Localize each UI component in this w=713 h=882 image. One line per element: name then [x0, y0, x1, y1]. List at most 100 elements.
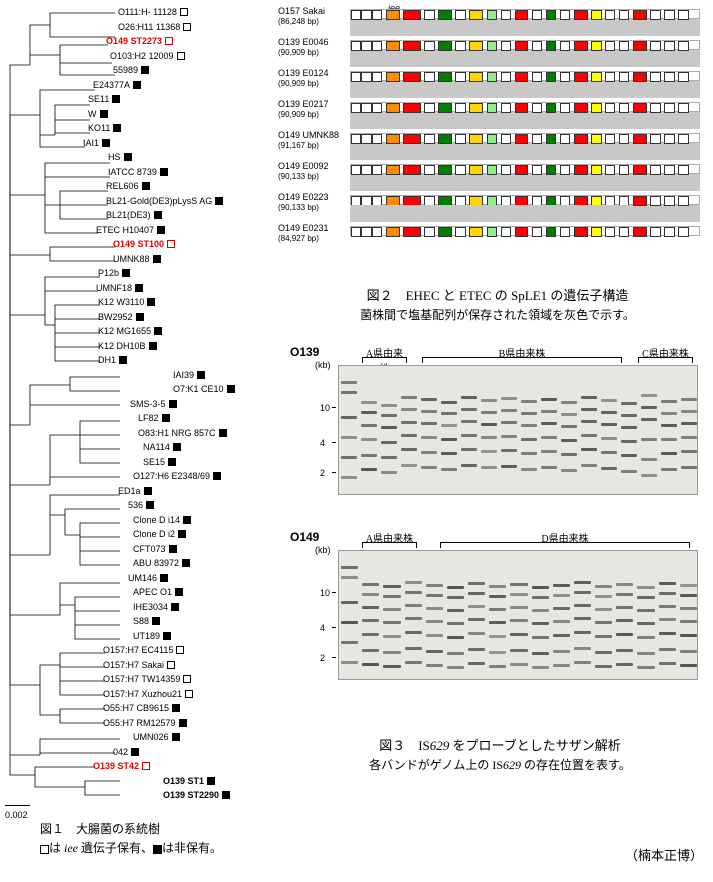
strain-row: O149 ST2273 [106, 34, 278, 49]
gene-arrow [438, 103, 452, 113]
strain-row: NA114 [143, 440, 278, 455]
filled-square-icon [147, 298, 155, 306]
gel-band [637, 636, 654, 639]
gene-arrow [619, 227, 629, 237]
strain-label: E24377A [93, 80, 130, 90]
strain-label: UMN026 [133, 732, 169, 742]
strain-row: O139 ST2290 [163, 788, 278, 803]
gene-arrow [546, 10, 556, 20]
gene-arrow [403, 165, 420, 175]
gel-band [468, 592, 485, 595]
strain-label: Clone D i14 [133, 515, 180, 525]
gene-arrow [633, 134, 647, 144]
filled-square-icon [183, 516, 191, 524]
strain-label: IHE3034 [133, 602, 168, 612]
strain-row: DH1 [98, 353, 278, 368]
strain-label: IAI39 [173, 370, 194, 380]
fig3-caption: 図３ IS629 をプローブとしたサザン解析 各バンドがゲノム上の IS629 … [300, 735, 700, 773]
size-marker-tick [332, 442, 336, 443]
gene-arrow [678, 134, 688, 144]
gel-band [553, 664, 570, 667]
gene-arrow [619, 134, 629, 144]
strain-label: SMS-3-5 [130, 399, 166, 409]
gel-bracket [422, 357, 622, 363]
gel-band [621, 470, 637, 473]
gene-arrow [361, 227, 371, 237]
gel-lane [678, 551, 699, 679]
strain-row: K12 W3110 [98, 295, 278, 310]
gel-band [661, 400, 677, 403]
strain-label: O83:H1 NRG 857C [138, 428, 216, 438]
strain-row: UMN026 [133, 730, 278, 745]
gene-arrow [633, 196, 647, 206]
gel-band [574, 591, 591, 594]
gene-arrow [438, 41, 452, 51]
gene-arrow [605, 134, 615, 144]
gene-arrow [386, 41, 400, 51]
gene-arrow [501, 10, 511, 20]
gel-band [681, 466, 697, 469]
strain-row: BL21(DE3) [106, 208, 278, 223]
gene-strain-label: O139 E0124(90,909 bp) [278, 69, 350, 89]
gel-lane [403, 551, 424, 679]
gel-band [362, 583, 379, 586]
gene-arrow [678, 72, 688, 82]
strain-row: 55989 [113, 63, 278, 78]
gel-band [601, 411, 617, 414]
filled-square-icon [146, 501, 154, 509]
gel-band [341, 601, 358, 604]
gene-arrow [532, 72, 542, 82]
gene-arrow [605, 72, 615, 82]
gel-band [489, 651, 506, 654]
strain-row: O157:H7 Xuzhou21 [103, 687, 278, 702]
fig1-caption-line2: は iee 遺伝子保有、は非保有。 [40, 839, 222, 856]
gene-arrow [664, 196, 674, 206]
gene-arrow [372, 72, 382, 82]
open-marker-icon [40, 845, 49, 854]
gene-arrow [650, 72, 660, 82]
strain-row: O157:H7 TW14359 [103, 672, 278, 687]
gene-strain-label: O149 E0092(90,133 bp) [278, 162, 350, 182]
strain-row: O111:H- 11128 [118, 5, 278, 20]
gel-lane [599, 366, 619, 494]
size-marker-tick [332, 627, 336, 628]
filled-square-icon [136, 313, 144, 321]
gene-arrow [386, 72, 400, 82]
strain-label: S88 [133, 616, 149, 626]
gel-band [447, 596, 464, 599]
gene-arrow [372, 227, 382, 237]
gel-band [468, 648, 485, 651]
gel-band [401, 408, 417, 411]
strain-label: UT189 [133, 631, 160, 641]
gel-lane [614, 551, 635, 679]
gel-band [401, 396, 417, 399]
gel-band [447, 652, 464, 655]
gel-band [641, 458, 657, 461]
strain-row: O26:H11 11368 [118, 20, 278, 35]
gene-row: O149 UMNK88(91,167 bp) [278, 129, 708, 160]
strain-row: 042 [113, 745, 278, 760]
gene-arrow [546, 72, 556, 82]
strain-label: O111:H- 11128 [118, 7, 177, 17]
gel-band [553, 584, 570, 587]
gel-band [581, 464, 597, 467]
gene-arrow [678, 103, 688, 113]
filled-square-icon [171, 603, 179, 611]
gel-lane [679, 366, 699, 494]
scale-value: 0.002 [5, 810, 28, 820]
gene-arrow [469, 41, 483, 51]
gel-band [561, 413, 577, 416]
fig1-caption-line1: 図１ 大腸菌の系統樹 [40, 820, 222, 837]
filled-square-icon [100, 110, 108, 118]
strain-row: O127:H6 E2348/69 [133, 469, 278, 484]
gene-arrow [664, 72, 674, 82]
gel-band [405, 647, 422, 650]
strain-row: ETEC H10407 [96, 223, 278, 238]
filled-square-icon [112, 95, 120, 103]
gene-arrow [455, 10, 465, 20]
strain-row: E24377A [93, 78, 278, 93]
gene-track [350, 164, 700, 174]
gel-band [561, 469, 577, 472]
gel-lane [360, 551, 381, 679]
strain-label: REL606 [106, 181, 139, 191]
